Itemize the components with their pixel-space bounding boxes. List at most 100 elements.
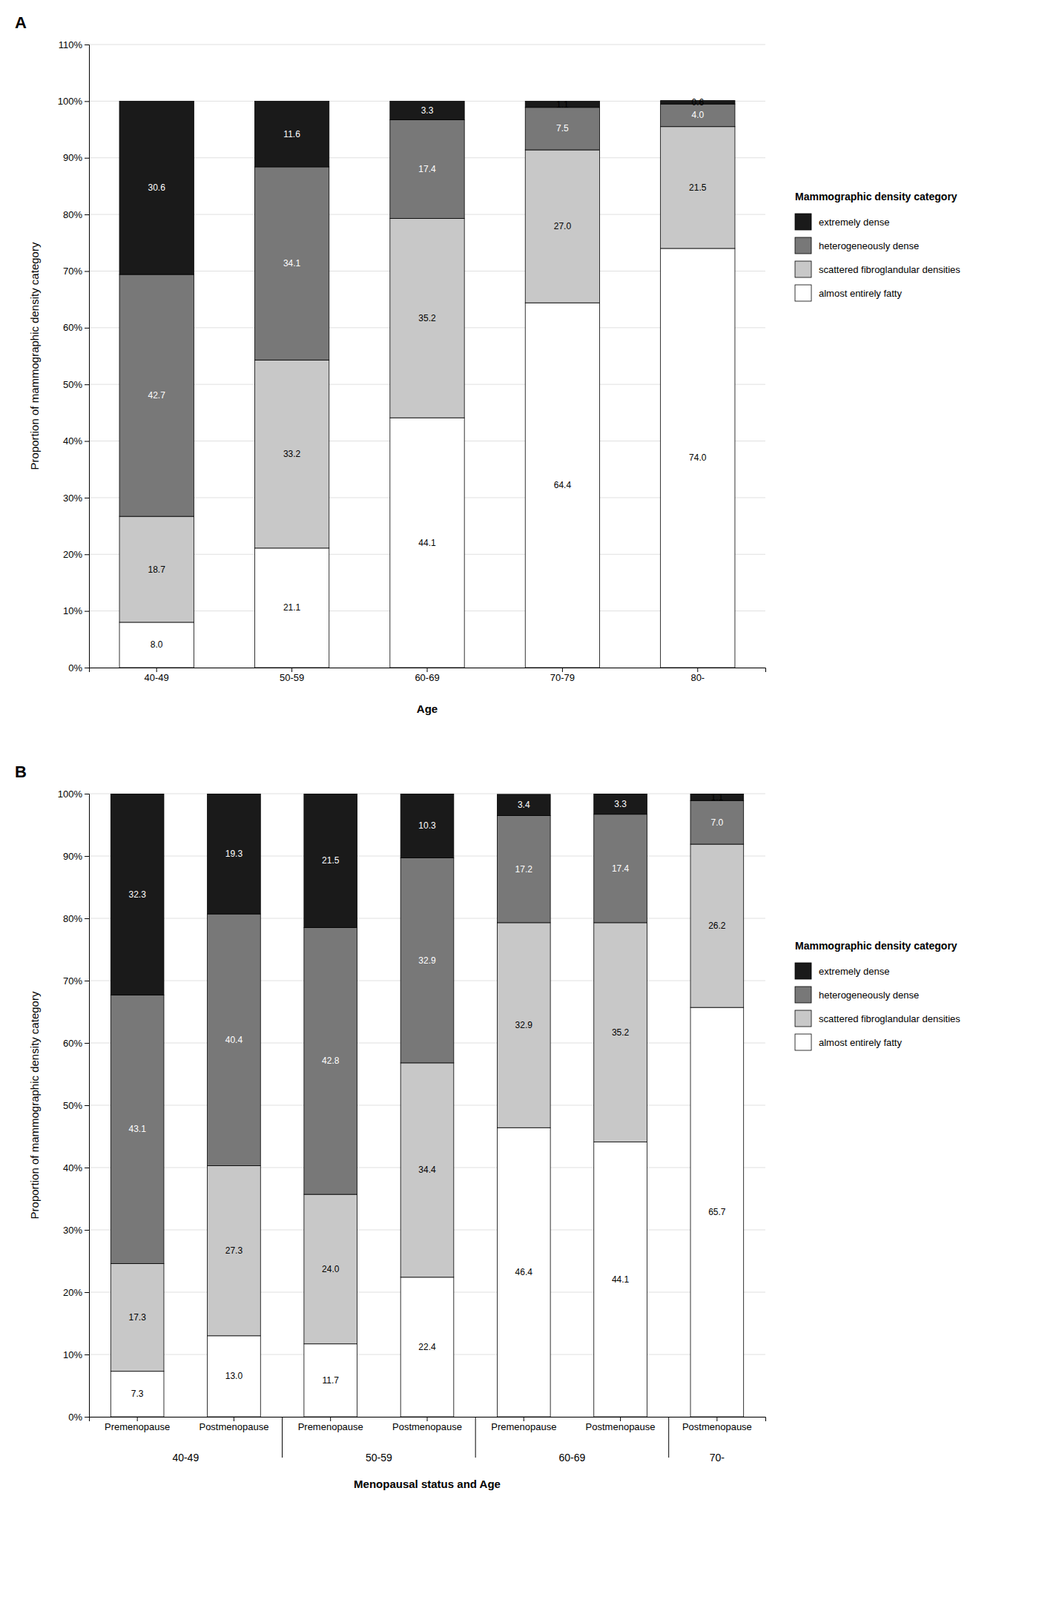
bar-segment xyxy=(496,922,551,1128)
data-label: 3.3 xyxy=(614,798,627,810)
tick-label: 10% xyxy=(63,605,83,617)
data-label: 17.3 xyxy=(128,1311,147,1323)
tick-label: 100% xyxy=(57,95,84,107)
tick-label: 40-49 xyxy=(144,671,170,684)
data-label: 24.0 xyxy=(321,1263,340,1275)
data-label: 8.0 xyxy=(150,639,164,650)
x-axis-title: Menopausal status and Age xyxy=(353,1477,501,1490)
tick-mark xyxy=(84,44,89,46)
tick-mark xyxy=(523,1416,525,1421)
tick: 20% xyxy=(63,548,89,560)
legend-item: heterogeneously dense xyxy=(795,237,919,254)
bar-segment xyxy=(254,100,329,167)
tick: 0% xyxy=(68,662,89,674)
tick-label: 50% xyxy=(63,1099,83,1111)
data-labels: 8.021.144.164.474.018.733.235.227.021.54… xyxy=(148,97,707,651)
tick: Postmenopause xyxy=(585,1416,656,1433)
panel-title: B xyxy=(14,762,27,781)
x-axis: 40-4950-5960-6970-7980- xyxy=(89,667,767,684)
tick-label: Premenopause xyxy=(298,1420,364,1433)
tick-label: 80- xyxy=(690,671,705,684)
tick-label: Postmenopause xyxy=(585,1420,656,1433)
series xyxy=(110,1007,744,1417)
y-axis-title: Proportion of mammographic density categ… xyxy=(28,241,41,470)
tick: 50-59 xyxy=(279,667,305,684)
legend-label: extremely dense xyxy=(818,216,890,228)
series xyxy=(119,100,735,275)
legend-item: scattered fibroglandular densities xyxy=(795,1010,961,1027)
tick: 10% xyxy=(63,1349,89,1361)
tick: 100% xyxy=(57,788,89,800)
data-label: 4.0 xyxy=(691,109,704,121)
data-labels: 7.313.011.722.446.444.165.717.327.324.03… xyxy=(128,792,726,1400)
tick-mark xyxy=(84,441,89,443)
data-label: 42.8 xyxy=(321,1055,340,1066)
tick-mark xyxy=(427,1416,428,1421)
data-label: 46.4 xyxy=(515,1266,534,1278)
bar-segment xyxy=(496,794,551,816)
data-label: 65.7 xyxy=(708,1206,727,1217)
data-label: 3.3 xyxy=(421,105,434,116)
bar-segment xyxy=(119,274,194,517)
data-label: 74.0 xyxy=(688,452,707,463)
data-label: 17.4 xyxy=(418,163,437,175)
x-axis: PremenopausePostmenopausePremenopausePos… xyxy=(89,1416,767,1433)
tick: 100% xyxy=(57,95,89,107)
tick-label: 110% xyxy=(58,39,84,51)
data-label: 44.1 xyxy=(418,537,437,549)
tick-mark xyxy=(84,214,89,216)
data-label: 32.9 xyxy=(515,1019,534,1031)
data-label: 43.1 xyxy=(128,1123,147,1134)
tick-label: 70-79 xyxy=(550,671,575,684)
tick: 110% xyxy=(58,39,89,51)
tick: 10% xyxy=(63,605,89,617)
tick-mark xyxy=(84,100,89,102)
tick-label: 100% xyxy=(57,788,84,800)
tick-label: 30% xyxy=(63,1224,83,1236)
bar-segment xyxy=(390,417,465,668)
bar-segment xyxy=(110,994,164,1263)
panel: 7.313.011.722.446.444.165.717.327.324.03… xyxy=(14,762,961,1490)
y-axis: 0%10%20%30%40%50%60%70%80%90%100% xyxy=(57,788,90,1423)
tick-label: 0% xyxy=(68,662,83,674)
data-label: 40.4 xyxy=(225,1034,244,1045)
bars xyxy=(110,793,744,1417)
legend-swatch xyxy=(795,1033,812,1051)
tick: 20% xyxy=(63,1286,89,1298)
legend-item: extremely dense xyxy=(795,962,890,979)
legend-item: extremely dense xyxy=(795,213,890,230)
bar-segment xyxy=(496,1127,551,1417)
legend-title: Mammographic density category xyxy=(795,190,958,203)
legend-swatch xyxy=(795,986,812,1003)
data-label: 27.0 xyxy=(553,221,572,232)
tick-label: Postmenopause xyxy=(392,1420,463,1433)
bar-segment xyxy=(400,1062,454,1278)
figure: 8.021.144.164.474.018.733.235.227.021.54… xyxy=(0,0,1062,1600)
bar-segment xyxy=(207,1165,262,1335)
tick-mark xyxy=(427,667,428,672)
tick-label: 70% xyxy=(63,265,83,277)
bar-segment xyxy=(254,359,329,549)
tick-mark xyxy=(716,1416,718,1421)
tick-mark xyxy=(697,667,698,672)
tick-label: 90% xyxy=(63,152,83,164)
data-label: 18.7 xyxy=(148,564,167,575)
data-label: 7.5 xyxy=(556,123,569,134)
tick-mark xyxy=(84,667,89,669)
bar-segment xyxy=(525,107,600,150)
legend: Mammographic density category extremely d… xyxy=(795,190,961,302)
data-label: 35.2 xyxy=(418,312,437,324)
data-label: 42.7 xyxy=(148,390,167,401)
tick-mark xyxy=(84,1354,89,1355)
tick: Postmenopause xyxy=(198,1416,269,1433)
series xyxy=(119,103,735,517)
bar-segment xyxy=(390,100,465,120)
legend-item: heterogeneously dense xyxy=(795,986,919,1003)
bar-segment xyxy=(207,793,262,914)
panel: 8.021.144.164.474.018.733.235.227.021.54… xyxy=(14,13,961,715)
data-label: 19.3 xyxy=(225,848,244,859)
tick-label: 50% xyxy=(63,378,83,391)
tick-mark xyxy=(84,793,89,795)
bar-segment xyxy=(594,1142,648,1417)
group-divider xyxy=(475,1416,477,1458)
